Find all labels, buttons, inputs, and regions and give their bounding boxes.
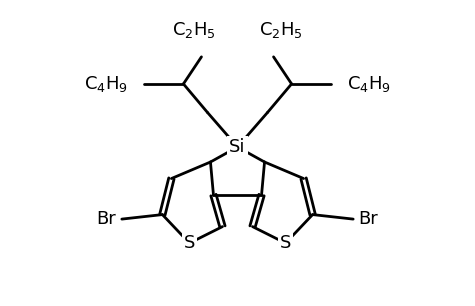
Text: Br: Br <box>97 210 116 228</box>
Text: S: S <box>184 234 195 252</box>
Text: S: S <box>280 234 291 252</box>
Text: Si: Si <box>229 138 246 156</box>
Text: C$_2$H$_5$: C$_2$H$_5$ <box>259 20 303 40</box>
Text: C$_4$H$_9$: C$_4$H$_9$ <box>347 74 391 94</box>
Text: Br: Br <box>359 210 378 228</box>
Text: C$_2$H$_5$: C$_2$H$_5$ <box>172 20 216 40</box>
Text: C$_4$H$_9$: C$_4$H$_9$ <box>84 74 128 94</box>
